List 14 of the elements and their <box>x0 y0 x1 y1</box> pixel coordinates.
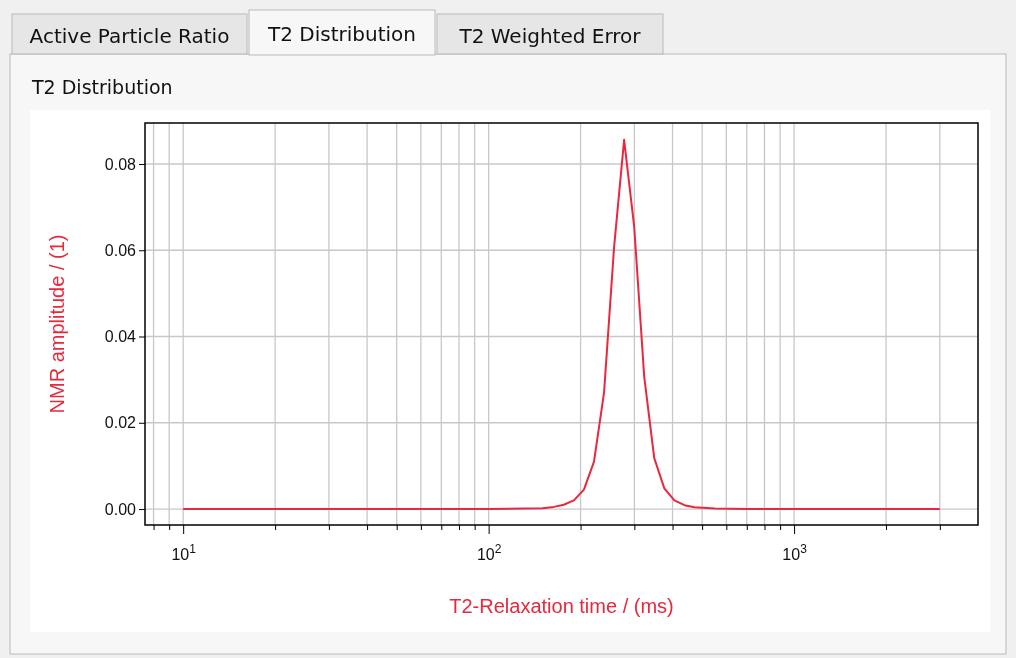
x-tick-label: 10$^{2}$ <box>476 542 502 563</box>
x-tick-label: 10$^{1}$ <box>171 542 197 563</box>
x-tick-label: 10$^{3}$ <box>782 542 808 563</box>
y-tick-label: 0.04 <box>104 328 137 346</box>
x-axis-title: T2-Relaxation time / (ms) <box>449 595 674 617</box>
y-tick-label: 0.00 <box>104 500 137 518</box>
text: Active Particle Ratio <box>29 24 230 48</box>
y-axis-title: NMR amplitude / (1) <box>46 234 68 414</box>
chart-title: T2 Distribution <box>31 76 173 98</box>
y-tick-label: 0.06 <box>104 241 137 259</box>
text: T2 Weighted Error <box>458 24 642 48</box>
y-tick-label: 0.08 <box>104 155 137 173</box>
y-tick-label: 0.02 <box>104 414 137 432</box>
text: T2 Distribution <box>267 22 416 46</box>
